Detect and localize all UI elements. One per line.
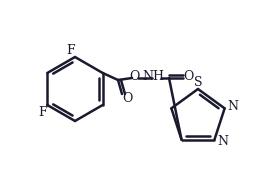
- Text: S: S: [194, 76, 202, 88]
- Text: N: N: [217, 135, 228, 148]
- Text: F: F: [38, 107, 46, 119]
- Text: F: F: [67, 44, 75, 56]
- Text: O: O: [122, 93, 132, 105]
- Text: O: O: [129, 70, 139, 82]
- Text: O: O: [183, 70, 193, 84]
- Text: NH: NH: [142, 70, 164, 84]
- Text: N: N: [227, 100, 238, 113]
